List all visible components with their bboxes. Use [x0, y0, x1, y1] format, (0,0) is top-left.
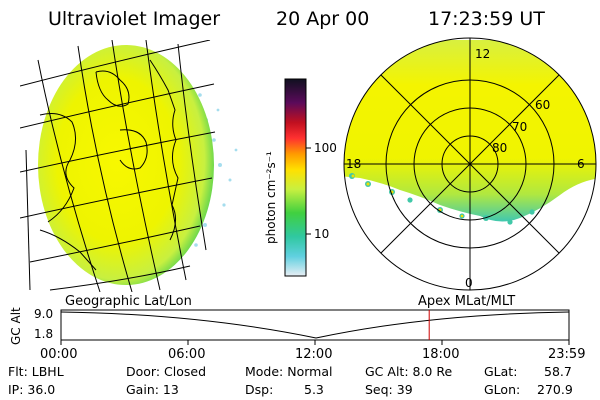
door-info: Door: Closed — [126, 364, 207, 379]
ip-info: IP: 36.0 — [8, 382, 56, 397]
date-label: 20 Apr 00 — [276, 8, 370, 30]
mlat-label-60: 60 — [535, 98, 551, 112]
dsp-value: 5.3 — [304, 382, 324, 397]
glon-value: 270.9 — [537, 382, 573, 397]
mlat-label-80: 80 — [492, 141, 508, 155]
gain-info: Gain: 13 — [126, 382, 179, 397]
timeline-xtick-3: 18:00 — [422, 347, 460, 362]
timeline-xtick-2: 12:00 — [295, 347, 333, 362]
geographic-map — [20, 40, 238, 292]
globe-disk — [38, 45, 214, 285]
glat-label: GLat: — [484, 364, 518, 379]
latlon-grid — [20, 40, 216, 292]
mlt-label-0: 0 — [465, 276, 473, 290]
colorbar-label-100: 100 — [314, 141, 337, 155]
timeline-ytick-bottom: 1.8 — [34, 327, 54, 341]
time-label: 17:23:59 UT — [428, 8, 545, 30]
colorbar — [284, 78, 307, 277]
seq-info: Seq: 39 — [365, 382, 413, 397]
left-panel-title: Geographic Lat/Lon — [65, 294, 192, 309]
timeline-xtick-1: 06:00 — [168, 347, 206, 362]
mlt-label-18: 18 — [346, 157, 362, 171]
timeline-axis-label: GC Alt — [9, 307, 23, 345]
mode-info: Mode: Normal — [245, 364, 333, 379]
timeline-xtick-0: 00:00 — [40, 347, 78, 362]
timeline-ytick-top: 9.0 — [34, 307, 54, 321]
gcalt-info: GC Alt: 8.0 Re — [365, 364, 453, 379]
altitude-curve — [60, 311, 570, 339]
auroral-bright-spots — [351, 174, 464, 218]
mlt-label-6: 6 — [577, 157, 585, 171]
mlat-label-70: 70 — [512, 120, 528, 134]
glon-label: GLon: — [484, 382, 521, 397]
altitude-timeline — [60, 309, 570, 345]
colorbar-label-10: 10 — [314, 227, 330, 241]
glat-value: 58.7 — [544, 364, 572, 379]
filter-info: Flt: LBHL — [8, 364, 64, 379]
polar-grid — [343, 37, 597, 291]
mlt-label-12: 12 — [475, 47, 491, 61]
dsp-label: Dsp: — [245, 382, 274, 397]
colorbar-unit-label: photon cm⁻²s⁻¹ — [264, 151, 278, 244]
timeline-xtick-4: 23:59 — [548, 347, 586, 362]
instrument-title: Ultraviolet Imager — [48, 8, 221, 30]
right-panel-title: Apex MLat/MLT — [418, 294, 516, 309]
apex-polar-plot — [343, 37, 597, 291]
